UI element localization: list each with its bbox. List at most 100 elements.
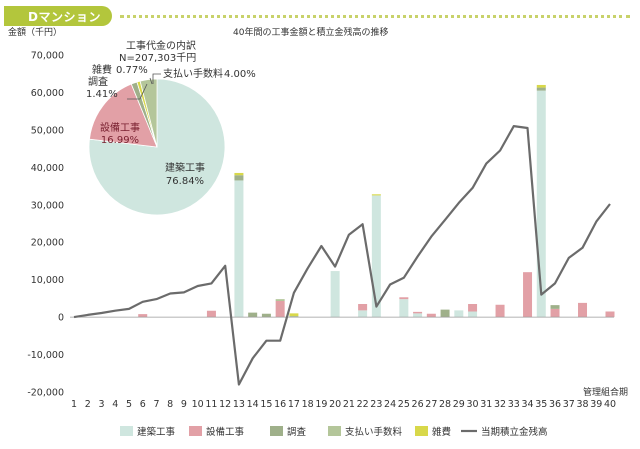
bar-建築工事-35 <box>536 90 546 318</box>
x-tick-label: 27 <box>425 399 437 410</box>
legend-label: 設備工事 <box>206 426 245 438</box>
x-tick-label: 30 <box>467 399 479 410</box>
x-tick-label: 34 <box>521 399 533 410</box>
bar-設備工事-11 <box>206 310 216 318</box>
x-tick-label: 28 <box>439 399 451 410</box>
x-tick-label: 6 <box>140 399 146 410</box>
pie-label-building: 建築工事 <box>165 161 205 174</box>
bar-調査-15 <box>261 313 271 318</box>
pie-slice-設備工事 <box>89 83 158 148</box>
pie-label-equipment: 設備工事 <box>100 121 140 134</box>
x-tick-label: 22 <box>357 399 369 410</box>
balance-line <box>73 125 611 386</box>
x-tick-label: 38 <box>576 399 588 410</box>
pie-total: N=207,303千円 <box>119 52 196 64</box>
section-title: Dマンション <box>28 10 101 24</box>
legend-swatch-調査 <box>270 426 283 436</box>
bar-雑費-13 <box>234 172 244 176</box>
x-tick-label: 20 <box>329 399 341 410</box>
pie-value-misc: 0.77% <box>116 65 148 76</box>
x-tick-label: 15 <box>260 399 272 410</box>
x-tick-label: 13 <box>233 399 245 410</box>
bar-設備工事-27 <box>426 313 436 318</box>
bar-調査-13 <box>234 175 244 181</box>
pie-value-fee: 4.00% <box>224 69 256 80</box>
legend-label: 支払い手数料 <box>345 426 403 438</box>
bar-設備工事-25 <box>399 297 409 300</box>
x-tick-label: 24 <box>384 399 396 410</box>
bar-調査-14 <box>248 312 258 318</box>
x-tick-label: 39 <box>590 399 602 410</box>
x-tick-label: 31 <box>480 399 492 410</box>
y-tick-label: 30,000 <box>31 200 64 211</box>
x-tick-label: 25 <box>398 399 410 410</box>
x-tick-label: 26 <box>412 399 424 410</box>
x-tick-label: 5 <box>126 399 132 410</box>
x-tick-label: 16 <box>274 399 286 410</box>
bar-建築工事-25 <box>399 299 409 318</box>
bar-建築工事-29 <box>454 310 464 318</box>
y-tick-label: 0 <box>58 313 64 324</box>
x-tick-label: 33 <box>508 399 520 410</box>
x-tick-label: 3 <box>98 399 104 410</box>
y-tick-label: -20,000 <box>27 388 64 399</box>
legend-swatch-支払い手数料 <box>328 426 341 436</box>
x-tick-label: 11 <box>205 399 217 410</box>
legend-swatch-雑費 <box>415 426 428 436</box>
pie-chart <box>88 78 226 216</box>
pie-value-equipment: 16.99% <box>101 135 139 146</box>
bar-設備工事-22 <box>358 304 368 311</box>
x-tick-label: 29 <box>453 399 465 410</box>
section-tag: Dマンション <box>4 6 112 26</box>
bar-建築工事-26 <box>413 313 423 318</box>
bar-雑費-35 <box>536 84 546 88</box>
bar-建築工事-13 <box>234 180 244 318</box>
x-tick-label: 1 <box>71 399 77 410</box>
legend-swatch-設備工事 <box>189 426 202 436</box>
pie-label-misc: 雑費 <box>92 63 112 76</box>
bar-建築工事-23 <box>371 195 381 318</box>
x-tick-label: 21 <box>343 399 355 410</box>
x-tick-label: 19 <box>315 399 327 410</box>
bar-雑費-17 <box>289 313 299 316</box>
chart-title: 40年間の工事金額と積立金残高の推移 <box>233 26 388 38</box>
y-tick-label: 40,000 <box>31 163 64 174</box>
x-tick-label: 35 <box>535 399 547 410</box>
x-tick-label: 17 <box>288 399 300 410</box>
bar-調査-28 <box>440 309 450 318</box>
x-axis-label: 管理組合期 <box>583 386 628 398</box>
x-tick-label: 2 <box>85 399 91 410</box>
y-tick-label: 20,000 <box>31 238 64 249</box>
bar-設備工事-6 <box>138 314 148 318</box>
bar-建築工事-22 <box>358 310 368 318</box>
legend-label: 調査 <box>287 426 307 438</box>
x-tick-label: 12 <box>219 399 231 410</box>
bar-調査-35 <box>536 87 546 91</box>
pie-label-survey: 調査 <box>88 75 108 88</box>
pie-leader-survey <box>127 83 148 100</box>
bar-支払い手数料-16 <box>275 299 285 302</box>
pie-title: 工事代金の内訳 <box>126 39 196 52</box>
y-tick-label: 70,000 <box>31 51 64 62</box>
x-tick-label: 8 <box>167 399 173 410</box>
legend: 建築工事 設備工事 調査 支払い手数料 雑費 当期積立金残高 <box>120 426 548 438</box>
bar-雑費-23 <box>371 194 381 196</box>
pie-leader-fee <box>152 73 161 84</box>
x-tick-label: 7 <box>153 399 159 410</box>
y-tick-label: 50,000 <box>31 125 64 136</box>
dotted-divider <box>120 15 630 18</box>
x-tick-label: 9 <box>181 399 187 410</box>
bar-設備工事-38 <box>578 302 588 318</box>
bar-設備工事-36 <box>550 308 560 318</box>
x-tick-label: 40 <box>604 399 616 410</box>
pie-label-fee: 支払い手数料 <box>163 67 223 80</box>
y-tick-label: 60,000 <box>31 88 64 99</box>
y-axis-label: 金額（千円） <box>8 26 62 38</box>
bar-設備工事-40 <box>605 311 615 318</box>
bar-建築工事-30 <box>468 311 478 318</box>
x-tick-label: 14 <box>247 399 259 410</box>
legend-swatch-建築工事 <box>120 426 133 436</box>
y-tick-label: 10,000 <box>31 275 64 286</box>
bar-調査-36 <box>550 305 560 309</box>
x-tick-label: 18 <box>302 399 314 410</box>
